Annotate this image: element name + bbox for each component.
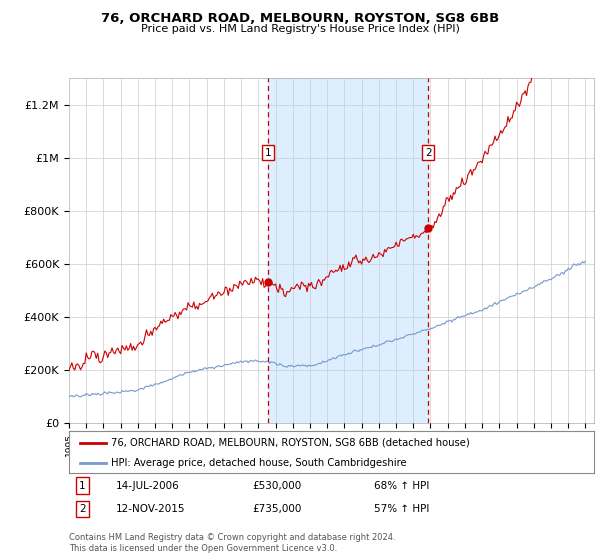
- Text: 76, ORCHARD ROAD, MELBOURN, ROYSTON, SG8 6BB: 76, ORCHARD ROAD, MELBOURN, ROYSTON, SG8…: [101, 12, 499, 25]
- Bar: [268, 78, 428, 423]
- Text: 68% ↑ HPI: 68% ↑ HPI: [373, 480, 429, 491]
- Text: 12-NOV-2015: 12-NOV-2015: [116, 505, 186, 514]
- Text: 2: 2: [79, 505, 85, 514]
- Text: 2: 2: [425, 148, 431, 157]
- Text: £530,000: £530,000: [253, 480, 302, 491]
- Text: 57% ↑ HPI: 57% ↑ HPI: [373, 505, 429, 514]
- Text: HPI: Average price, detached house, South Cambridgeshire: HPI: Average price, detached house, Sout…: [111, 458, 407, 468]
- Text: 14-JUL-2006: 14-JUL-2006: [116, 480, 180, 491]
- Text: 76, ORCHARD ROAD, MELBOURN, ROYSTON, SG8 6BB (detached house): 76, ORCHARD ROAD, MELBOURN, ROYSTON, SG8…: [111, 438, 470, 448]
- Text: £735,000: £735,000: [253, 505, 302, 514]
- Text: 1: 1: [79, 480, 85, 491]
- Text: Price paid vs. HM Land Registry's House Price Index (HPI): Price paid vs. HM Land Registry's House …: [140, 24, 460, 34]
- Text: Contains HM Land Registry data © Crown copyright and database right 2024.
This d: Contains HM Land Registry data © Crown c…: [69, 533, 395, 553]
- Text: 1: 1: [265, 148, 271, 157]
